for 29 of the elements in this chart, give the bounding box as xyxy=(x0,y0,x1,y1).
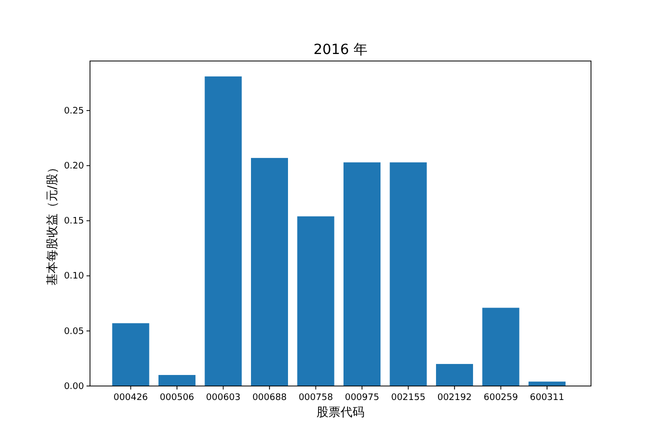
bar xyxy=(204,76,242,386)
x-tick-label: 600259 xyxy=(484,393,518,403)
x-tick-label: 000975 xyxy=(344,393,380,403)
y-tick-label: 0.05 xyxy=(64,326,84,337)
bar xyxy=(528,382,566,386)
x-tick-label: 000758 xyxy=(298,393,334,403)
chart-title: 2016 年 xyxy=(313,42,368,58)
x-tick-label: 002192 xyxy=(437,393,472,403)
bar xyxy=(482,308,520,386)
bar xyxy=(250,158,288,386)
y-tick-label: 0.15 xyxy=(64,216,84,227)
x-tick-label: 000426 xyxy=(114,393,148,403)
x-tick-label: 000506 xyxy=(160,393,194,403)
x-tick-label: 000603 xyxy=(206,393,240,403)
y-tick-label: 0.00 xyxy=(64,382,84,392)
x-tick-label: 002155 xyxy=(391,393,426,403)
y-axis-title: 基本每股收益（元/股） xyxy=(45,161,59,286)
x-axis-title: 股票代码 xyxy=(316,405,364,419)
bar xyxy=(297,216,334,386)
y-tick-label: 0.10 xyxy=(64,272,84,282)
bar xyxy=(436,364,474,386)
y-tick-label: 0.20 xyxy=(64,162,84,172)
y-tick-label: 0.25 xyxy=(64,106,84,116)
bar xyxy=(390,162,427,386)
bar xyxy=(158,374,196,386)
bar xyxy=(344,162,381,386)
x-tick-label: 000688 xyxy=(252,393,287,403)
bar xyxy=(112,323,150,386)
x-tick-label: 600311 xyxy=(530,393,564,403)
